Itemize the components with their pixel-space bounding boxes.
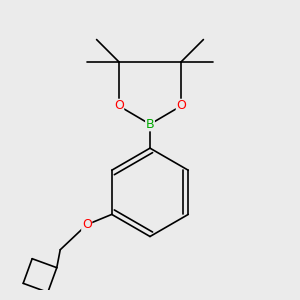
Text: O: O <box>82 218 92 231</box>
Text: O: O <box>114 99 124 112</box>
Text: B: B <box>146 118 154 131</box>
Text: O: O <box>176 99 186 112</box>
